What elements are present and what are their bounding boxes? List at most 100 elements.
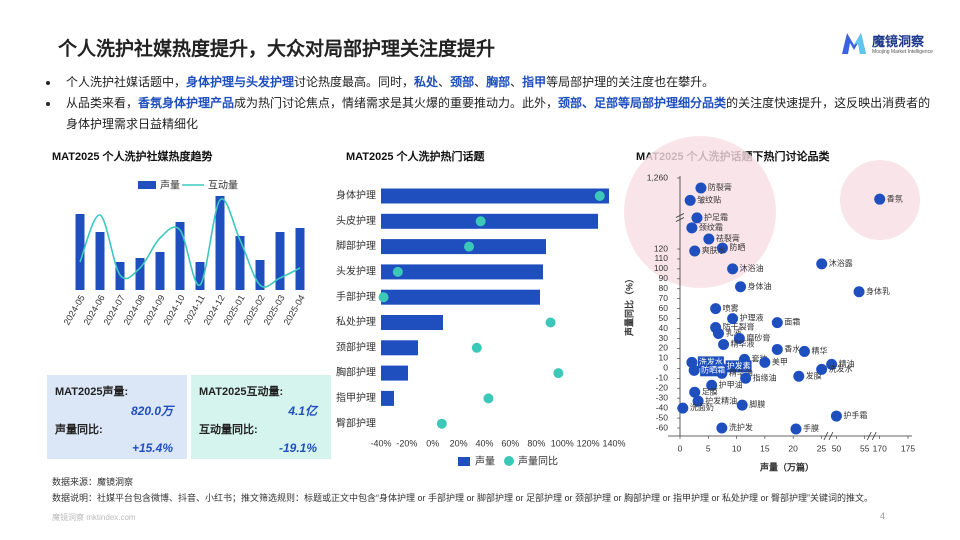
point-label: 洗发水 (699, 356, 723, 366)
point (703, 233, 715, 245)
bar (381, 213, 598, 229)
legend-label: 声量 (475, 455, 495, 468)
point (830, 410, 842, 422)
bar (295, 228, 305, 290)
bar (381, 390, 394, 406)
legend-label: 互动量 (208, 180, 238, 192)
point-label: 护甲油 (719, 379, 743, 389)
point (691, 212, 703, 224)
page-title: 个人洗护社媒热度提升，大众对局部护理关注度提升 (58, 39, 496, 60)
bar (381, 365, 408, 381)
point (874, 193, 886, 205)
x-tick-label: 15 (760, 443, 770, 453)
y-tick-label: 70 (659, 293, 669, 303)
highlight-text: 胸部 (486, 75, 511, 89)
point-label: 护发精油 (705, 395, 737, 405)
bullet-text: 成为热门讨论焦点，情绪需求是其火爆的重要推动力。此外， (234, 96, 559, 110)
category-label: 指甲护理 (336, 391, 376, 404)
point-label: 乳液 (725, 328, 741, 338)
point-label: 指缘油 (753, 372, 777, 382)
bar (381, 264, 543, 280)
point-label: 防晒霜 (701, 364, 725, 374)
point-label: 足膜 (702, 386, 718, 396)
point-label: 手膜 (803, 423, 819, 433)
point-label: 沐浴露 (829, 258, 853, 268)
bar (215, 196, 225, 290)
point-label: 精油 (839, 358, 855, 368)
bar (195, 262, 205, 290)
dot (464, 241, 475, 252)
bar (381, 340, 418, 356)
axis-break (675, 213, 685, 222)
logo-sub: Moojing Market Intelligence (872, 49, 933, 55)
bullet-text: 、 (474, 75, 487, 89)
x-tick-label: 10 (732, 443, 742, 453)
y-tick-label: -60 (656, 422, 669, 432)
stat-box: MAT2025声量: 820.0万 声量同比: +15.4% (47, 375, 187, 459)
x-tick-label: 50 (832, 443, 842, 453)
y-tick-label: 50 (659, 313, 669, 323)
category-label: 身体护理 (336, 189, 376, 202)
dot (475, 216, 486, 227)
point (727, 313, 739, 325)
category-label: 颈部护理 (336, 340, 376, 353)
point-label: 精华 (811, 346, 827, 356)
point (710, 303, 722, 315)
y-tick-label: 120 (654, 243, 668, 253)
point-label: 喷雾 (723, 303, 739, 313)
y-tick-label: 90 (659, 273, 669, 283)
y-tick-label: 80 (659, 283, 669, 293)
y-tick-label: 1,260 (647, 172, 669, 182)
legend-swatch (504, 456, 514, 466)
bar (95, 232, 105, 290)
point (735, 281, 747, 293)
bullet-text: 从品类来看， (66, 96, 139, 110)
category-label: 头皮护理 (336, 214, 376, 227)
bar (135, 258, 145, 290)
y-tick-label: 110 (654, 253, 668, 263)
bullet-text: 讨论热度最高。同时， (294, 75, 415, 89)
y-tick-label: 20 (659, 343, 669, 353)
category-label: 臀部护理 (336, 416, 376, 429)
point-label: 洗护发 (729, 422, 753, 432)
legend-label: 声量 (160, 179, 180, 192)
highlight-text: 颈部 (450, 75, 475, 89)
category-label: 头发护理 (336, 265, 376, 278)
point-label: 发膜 (806, 370, 822, 380)
x-tick-label: 140% (602, 438, 625, 448)
bullet-text: 、 (510, 75, 523, 89)
legend-label: 声量同比 (518, 455, 558, 468)
highlight-text: 指甲 (522, 75, 547, 89)
category-label: 手部护理 (336, 290, 376, 303)
stat-value: 820.0万 (130, 404, 173, 418)
point (718, 338, 730, 350)
stat-label: MAT2025互动量: (199, 386, 284, 398)
bar (275, 232, 285, 290)
bar (381, 315, 443, 330)
point (712, 328, 724, 340)
stat-label: 声量同比: (55, 424, 103, 436)
x-tick-label: 40% (476, 438, 494, 448)
bullet-list: 个人洗护社媒话题中，身体护理与头发护理讨论热度最高。同时，私处、颈部、胸部、指甲… (40, 72, 940, 135)
chart-title: MAT2025 个人洗护社媒热度趋势 (52, 149, 213, 163)
x-tick-label: -20% (396, 438, 417, 448)
point (793, 370, 805, 382)
legend-swatch (458, 457, 470, 466)
stat-value: 4.1亿 (288, 404, 317, 418)
logo-name: 魔镜洞察 (872, 34, 925, 49)
point-label: 脚膜 (749, 399, 765, 409)
x-tick-label: 0% (426, 438, 439, 448)
bar (75, 214, 85, 290)
x-tick-label: 170 (873, 443, 887, 453)
x-tick-label: 20 (788, 443, 798, 453)
stat-value: +15.4% (131, 441, 173, 455)
point (816, 258, 828, 270)
point-label: 爽肤水 (702, 245, 726, 255)
x-tick-label: 25 (817, 443, 827, 453)
point-label: 香氛 (887, 193, 903, 203)
dot (594, 191, 605, 201)
point (727, 263, 739, 275)
y-tick-label: 30 (659, 333, 669, 343)
point-label: 磨砂膏 (746, 333, 770, 343)
x-tick-label: 80% (527, 438, 545, 448)
